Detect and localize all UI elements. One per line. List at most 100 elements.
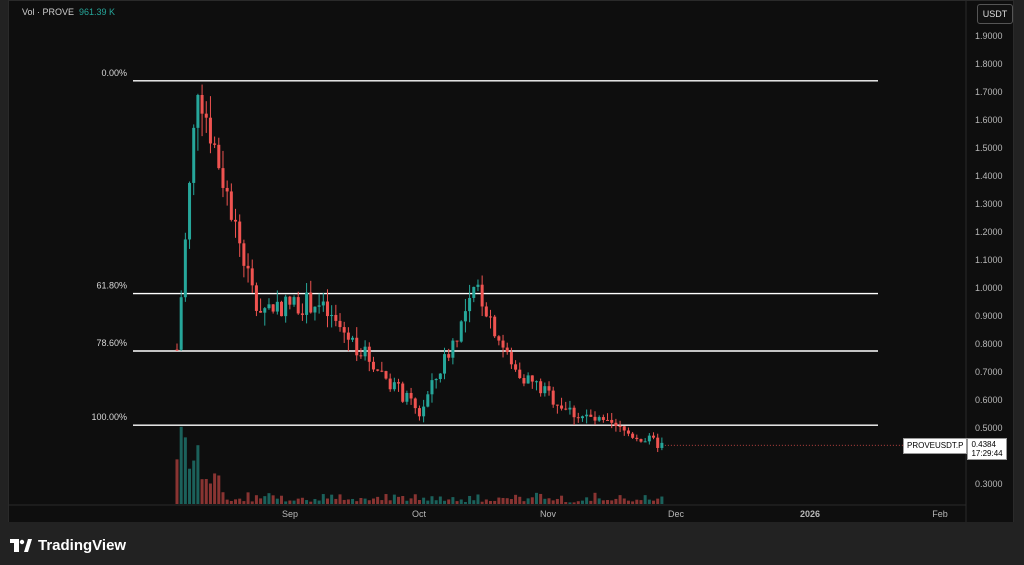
candle-body <box>351 337 355 340</box>
fib-level-label: 78.60% <box>96 338 127 348</box>
candle-body <box>489 316 492 318</box>
candle-body <box>367 346 371 362</box>
volume-bar <box>572 502 576 504</box>
volume-bar <box>601 500 605 504</box>
volume-bar <box>660 496 664 504</box>
volume-bar <box>643 495 647 504</box>
volume-bar <box>413 494 417 504</box>
candle-body <box>192 127 196 183</box>
volume-bar <box>434 500 438 504</box>
volume-bar <box>614 498 618 504</box>
volume-bar <box>622 498 626 504</box>
candle-body <box>476 284 480 287</box>
volume-bar <box>455 501 459 504</box>
volume-bar <box>242 501 246 504</box>
volume-bar <box>639 500 643 504</box>
candle-body <box>325 301 329 317</box>
volume-bar <box>334 498 338 504</box>
y-tick-label: 1.4000 <box>975 171 1003 181</box>
volume-bar <box>363 498 367 504</box>
candle-body <box>543 386 547 394</box>
candle-body <box>300 313 304 315</box>
candle-body <box>225 187 229 192</box>
candle-body <box>380 370 384 372</box>
candle-body <box>468 297 472 312</box>
candle-body <box>183 239 187 298</box>
x-tick-label: Sep <box>282 509 298 519</box>
candle-body <box>204 113 208 118</box>
chart-panel[interactable]: Vol · PROVE 961.39 K USDT <box>8 0 1014 524</box>
candle-body <box>505 347 509 353</box>
fib-level-label: 0.00% <box>101 68 127 78</box>
candle-body <box>263 308 267 313</box>
volume-bar <box>196 445 200 504</box>
candle-body <box>610 419 614 423</box>
candle-body <box>313 306 317 313</box>
volume-bar <box>405 500 409 504</box>
candle-body <box>292 297 296 305</box>
tradingview-logo[interactable]: TradingView <box>10 537 126 554</box>
volume-bar <box>631 501 635 504</box>
candle-body <box>188 182 192 240</box>
volume-bar <box>468 495 472 504</box>
volume-bar <box>208 483 212 504</box>
volume-bar <box>451 497 455 504</box>
candle-body <box>401 383 405 402</box>
volume-bar <box>300 497 304 504</box>
candle-body <box>647 435 651 442</box>
last-price: 0.4384 <box>971 440 996 449</box>
candle-body <box>200 94 204 114</box>
candle-body <box>614 422 618 426</box>
candle-body <box>271 304 275 312</box>
volume-bar <box>543 498 547 504</box>
candle-body <box>284 296 288 317</box>
volume-bar <box>263 496 267 504</box>
x-tick-label: 2026 <box>800 509 820 519</box>
candle-body <box>422 406 426 417</box>
volume-bar <box>284 501 288 504</box>
volume-bar <box>338 494 342 504</box>
candle-body <box>384 371 388 379</box>
candle-body <box>259 310 263 313</box>
volume-bar <box>409 498 413 504</box>
volume-bar <box>351 498 355 504</box>
price-chart[interactable]: 1.9000 1.8000 1.7000 1.6000 1.5000 1.4000 1.30… <box>0 0 1024 522</box>
candle-body <box>593 416 597 421</box>
candle-body <box>296 297 300 314</box>
candle-body <box>405 392 409 402</box>
y-tick-label: 1.6000 <box>975 115 1003 125</box>
candle-body <box>417 408 421 417</box>
candle-body <box>447 354 451 358</box>
candle-body <box>622 426 626 431</box>
volume-bar <box>505 498 509 504</box>
candle-body <box>501 340 505 348</box>
volume-bar <box>367 500 371 504</box>
candle-body <box>618 425 622 427</box>
candle-body <box>346 332 350 340</box>
y-tick-label: 0.3000 <box>975 479 1003 489</box>
candle-body <box>438 373 442 380</box>
candle-body <box>317 305 321 307</box>
volume-bar <box>652 500 656 504</box>
x-tick-label: Feb <box>932 509 948 519</box>
candle-body <box>288 296 292 305</box>
volume-bar <box>280 495 283 504</box>
candle-body <box>397 382 401 384</box>
candle-body <box>514 364 518 370</box>
volume-bar <box>438 496 442 504</box>
volume-bar <box>246 492 250 504</box>
candle-body <box>250 268 254 286</box>
volume-bar <box>597 498 601 504</box>
candle-body <box>522 378 526 384</box>
candle-body <box>643 441 647 443</box>
volume-bar <box>647 499 651 504</box>
candle-body <box>388 378 392 390</box>
volume-bar <box>530 497 534 504</box>
volume-bar <box>346 499 350 504</box>
volume-bar <box>526 498 530 504</box>
volume-bar <box>384 494 388 504</box>
candle-body <box>547 386 551 391</box>
currency-button[interactable]: USDT <box>977 4 1013 24</box>
footer <box>0 522 1024 565</box>
y-tick-label: 1.8000 <box>975 59 1003 69</box>
